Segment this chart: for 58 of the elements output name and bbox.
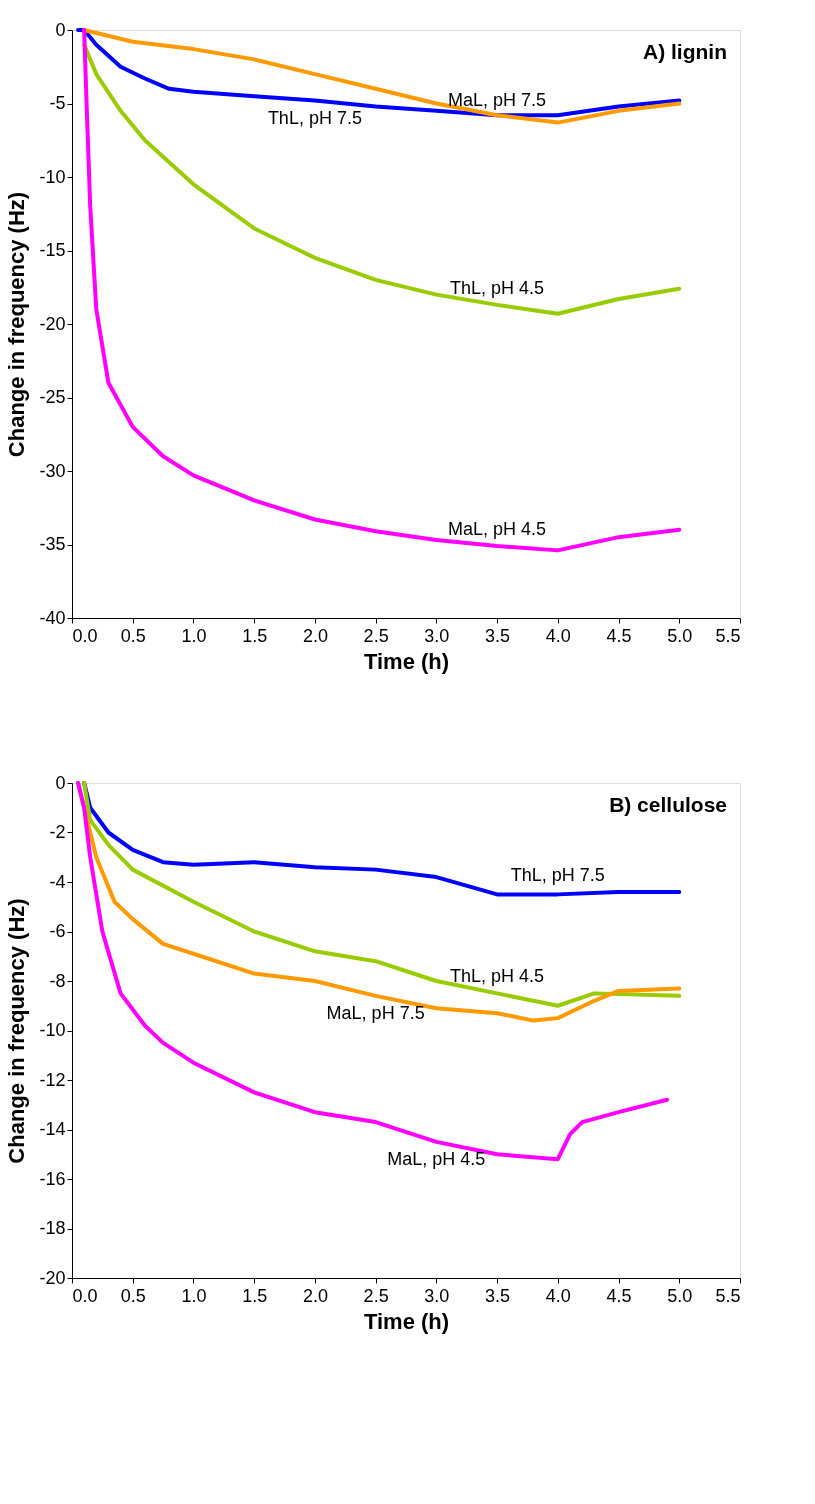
y-tick-label: -35 [39,534,66,554]
y-tick-label: -6 [49,921,66,941]
x-tick-label: 2.0 [302,1285,328,1306]
x-tick-label: 1.5 [242,1285,268,1306]
y-tick-label: -15 [39,240,66,260]
x-axis-title: Time (h) [363,1308,450,1334]
y-tick-label: -20 [39,1267,66,1288]
y-tick-label: 0 [55,772,66,793]
y-tick-label: -16 [39,1168,66,1189]
series-label: MaL, pH 7.5 [448,90,547,111]
x-tick-label: 4.0 [545,1285,571,1306]
x-tick-label: 0.5 [120,1285,146,1306]
y-tick-label: 0 [55,19,66,40]
y-tick-label: -8 [49,970,66,991]
y-tick-label: -12 [39,1069,66,1090]
x-tick-label: 4.0 [545,625,571,646]
x-tick-label: 1.5 [242,625,268,646]
y-tick-label: -4 [49,871,66,892]
x-tick-label: 0.5 [120,625,146,646]
series-label: MaL, pH 4.5 [448,518,547,539]
y-tick-label: -40 [39,607,66,628]
y-tick-label: -10 [39,1020,66,1040]
x-tick-label: 3.0 [424,625,450,646]
x-tick-label: 0.0 [72,625,98,646]
x-tick-label: 1.0 [181,625,207,646]
y-tick-label: -5 [49,93,66,113]
annotation: A) lignin [643,40,727,63]
y-axis-title: Change in frequency (Hz) [4,898,30,1164]
series-label: ThL, pH 4.5 [450,966,545,987]
x-tick-label: 2.5 [363,625,389,646]
series-label: ThL, pH 7.5 [510,865,605,886]
series-label: ThL, pH 4.5 [450,277,545,298]
series-label: MaL, pH 7.5 [326,1002,425,1023]
x-tick-label: 2.5 [363,1285,389,1306]
y-tick-label: -20 [39,313,66,334]
x-tick-label: 3.0 [424,1285,450,1306]
x-tick-label: 5.5 [715,1285,741,1306]
y-tick-label: -30 [39,460,66,481]
x-tick-label: 5.5 [715,625,741,646]
x-tick-label: 2.0 [302,625,328,646]
x-tick-label: 5.0 [667,1285,693,1306]
series-label: ThL, pH 7.5 [267,107,362,128]
x-tick-label: 1.0 [181,1285,207,1306]
x-tick-label: 3.5 [485,625,511,646]
x-tick-label: 4.5 [606,1285,632,1306]
x-axis-title: Time (h) [363,648,450,674]
x-tick-label: 3.5 [485,1285,511,1306]
y-tick-label: -18 [39,1218,66,1238]
y-tick-label: -10 [39,166,66,187]
y-tick-label: -25 [39,387,66,407]
x-tick-label: 0.0 [72,1285,98,1306]
x-tick-label: 4.5 [606,625,632,646]
y-tick-label: -2 [49,822,66,842]
x-tick-label: 5.0 [667,625,693,646]
y-tick-label: -14 [39,1119,66,1139]
annotation: B) cellulose [609,793,727,816]
series-label: MaL, pH 4.5 [387,1148,486,1169]
y-axis-title: Change in frequency (Hz) [4,191,30,458]
